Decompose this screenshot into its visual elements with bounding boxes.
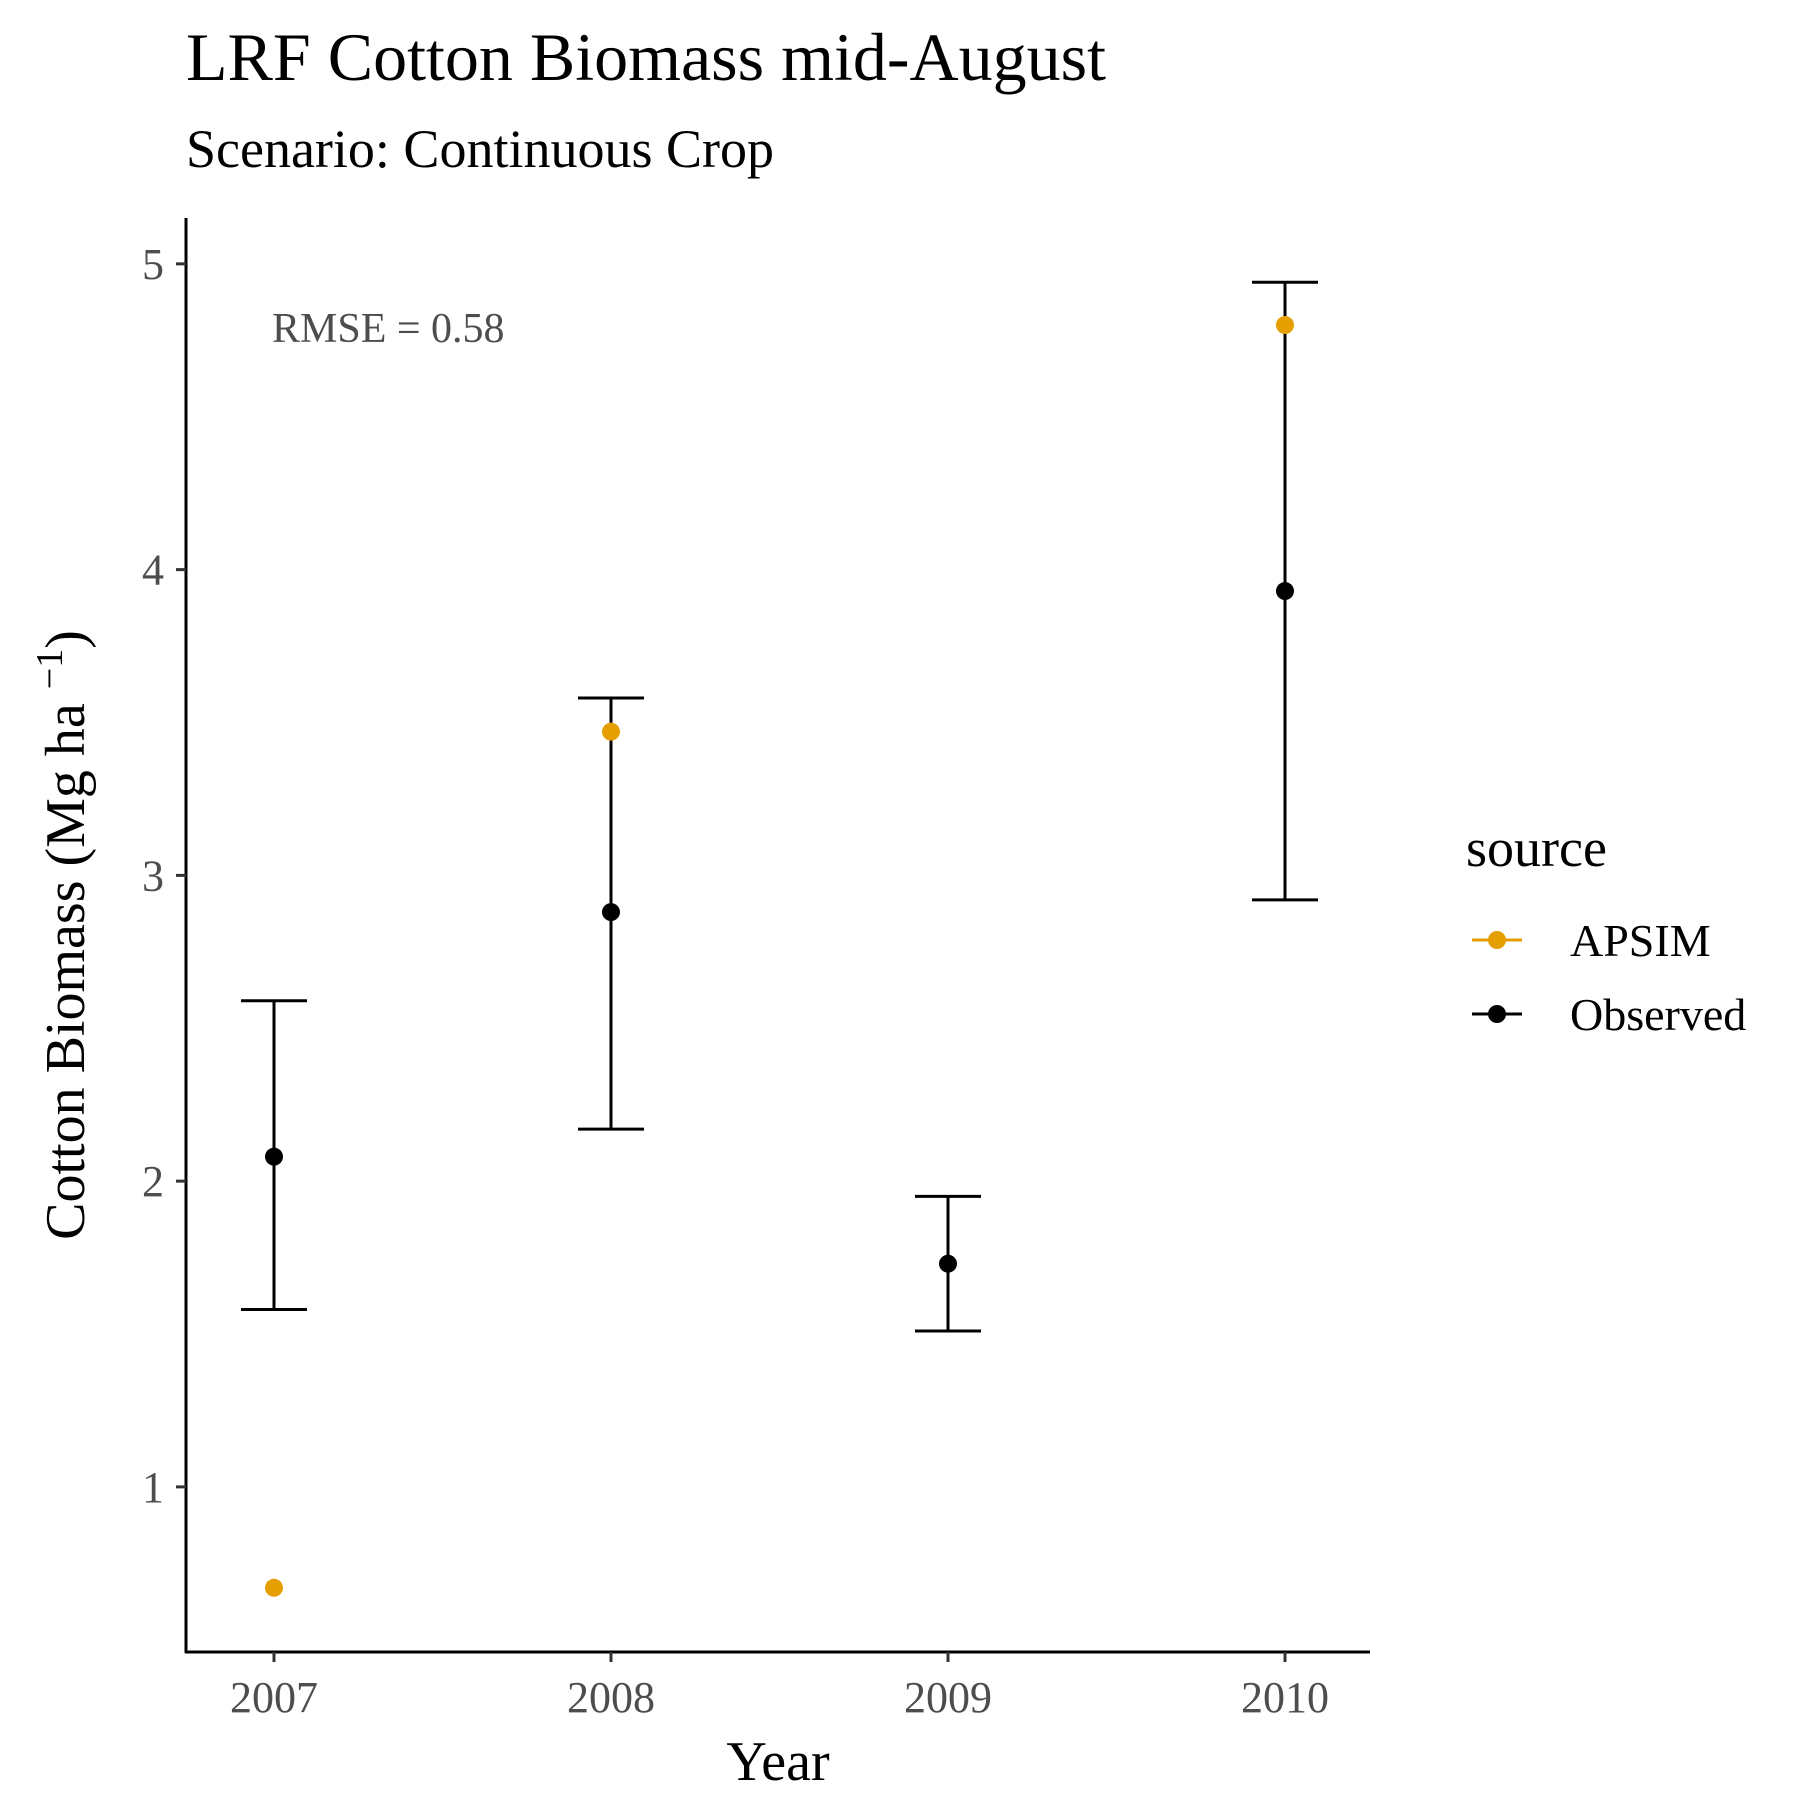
y-tick-label: 1	[142, 1463, 164, 1512]
legend-title: source	[1466, 818, 1607, 878]
point-apsim	[265, 1578, 283, 1597]
point-observed	[265, 1147, 283, 1166]
point-apsim	[602, 722, 620, 741]
x-tick-label: 2007	[230, 1673, 318, 1722]
y-tick-label: 4	[142, 546, 164, 595]
x-tick-label: 2009	[904, 1673, 992, 1722]
x-tick-label: 2008	[567, 1673, 655, 1722]
x-tick-label: 2010	[1241, 1673, 1329, 1722]
point-observed	[939, 1254, 957, 1273]
y-axis-title: Cotton Biomass (Mg ha −1)	[29, 630, 97, 1240]
legend-key-point	[1488, 1005, 1506, 1023]
point-observed	[602, 903, 620, 922]
y-axis-title-superscript: −1	[29, 649, 71, 689]
y-tick-label: 3	[142, 851, 164, 900]
y-axis-title-close: )	[35, 630, 97, 649]
legend-label: APSIM	[1570, 915, 1711, 966]
legend-key-point	[1488, 931, 1506, 949]
y-axis-title-main: Cotton Biomass (Mg ha	[35, 689, 97, 1240]
legend-label: Observed	[1570, 989, 1746, 1040]
x-axis-title: Year	[726, 1731, 830, 1793]
rmse-annotation: RMSE = 0.58	[272, 306, 505, 352]
point-observed	[1276, 582, 1294, 601]
y-tick-label: 2	[142, 1157, 164, 1206]
y-tick-label: 5	[142, 240, 164, 289]
chart-title: LRF Cotton Biomass mid-August	[186, 19, 1106, 95]
point-apsim	[1276, 316, 1294, 335]
chart-subtitle: Scenario: Continuous Crop	[186, 119, 774, 179]
